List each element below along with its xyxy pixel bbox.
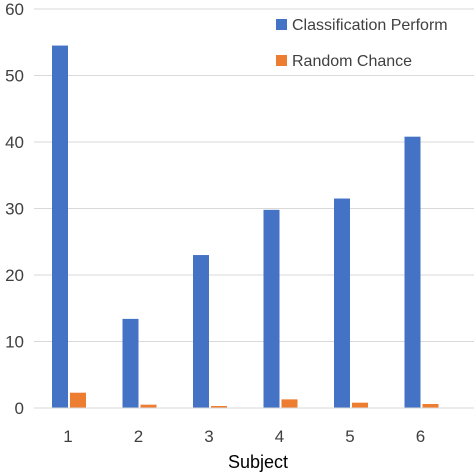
- x-tick-label: 3: [204, 427, 213, 446]
- legend: Classification Perform Random Chance: [276, 17, 448, 70]
- y-tick-labels: 0 10 20 30 40 50 60: [5, 0, 24, 418]
- bar-random-chance-5: [352, 402, 368, 408]
- y-tick-label: 50: [5, 67, 24, 86]
- bar-classification-4: [263, 209, 280, 408]
- legend-label: Classification Perform: [292, 17, 448, 34]
- x-tick-labels: 123456Av: [63, 427, 425, 446]
- bar-classification-2: [122, 318, 139, 408]
- x-tick-label: 2: [134, 427, 143, 446]
- y-tick-label: 10: [5, 333, 24, 352]
- bar-random-chance-4: [281, 399, 298, 408]
- x-tick-label: 4: [275, 427, 284, 446]
- bar-random-chance-2: [140, 404, 157, 408]
- bar-random-chance-6: [422, 404, 439, 408]
- gridlines: [34, 8, 474, 342]
- bar-classification-6: [404, 136, 421, 408]
- y-tick-label: 60: [5, 0, 24, 19]
- x-tick-label: 1: [63, 427, 72, 446]
- x-tick-label: 6: [416, 427, 425, 446]
- bar-random-chance-3: [211, 406, 227, 408]
- y-tick-label: 40: [5, 133, 24, 152]
- bar-classification-5: [334, 198, 350, 408]
- legend-label: Random Chance: [292, 53, 412, 70]
- x-tick-label: 5: [345, 427, 354, 446]
- bar-random-chance-1: [70, 392, 86, 408]
- bar-classification-3: [193, 255, 209, 408]
- y-tick-label: 30: [5, 200, 24, 219]
- bar-classification-1: [52, 45, 68, 408]
- bars: [52, 45, 439, 408]
- x-axis-title: Subject: [228, 452, 288, 472]
- legend-swatch: [276, 55, 287, 66]
- legend-swatch: [276, 19, 287, 30]
- y-tick-label: 20: [5, 266, 24, 285]
- y-tick-label: 0: [15, 399, 24, 418]
